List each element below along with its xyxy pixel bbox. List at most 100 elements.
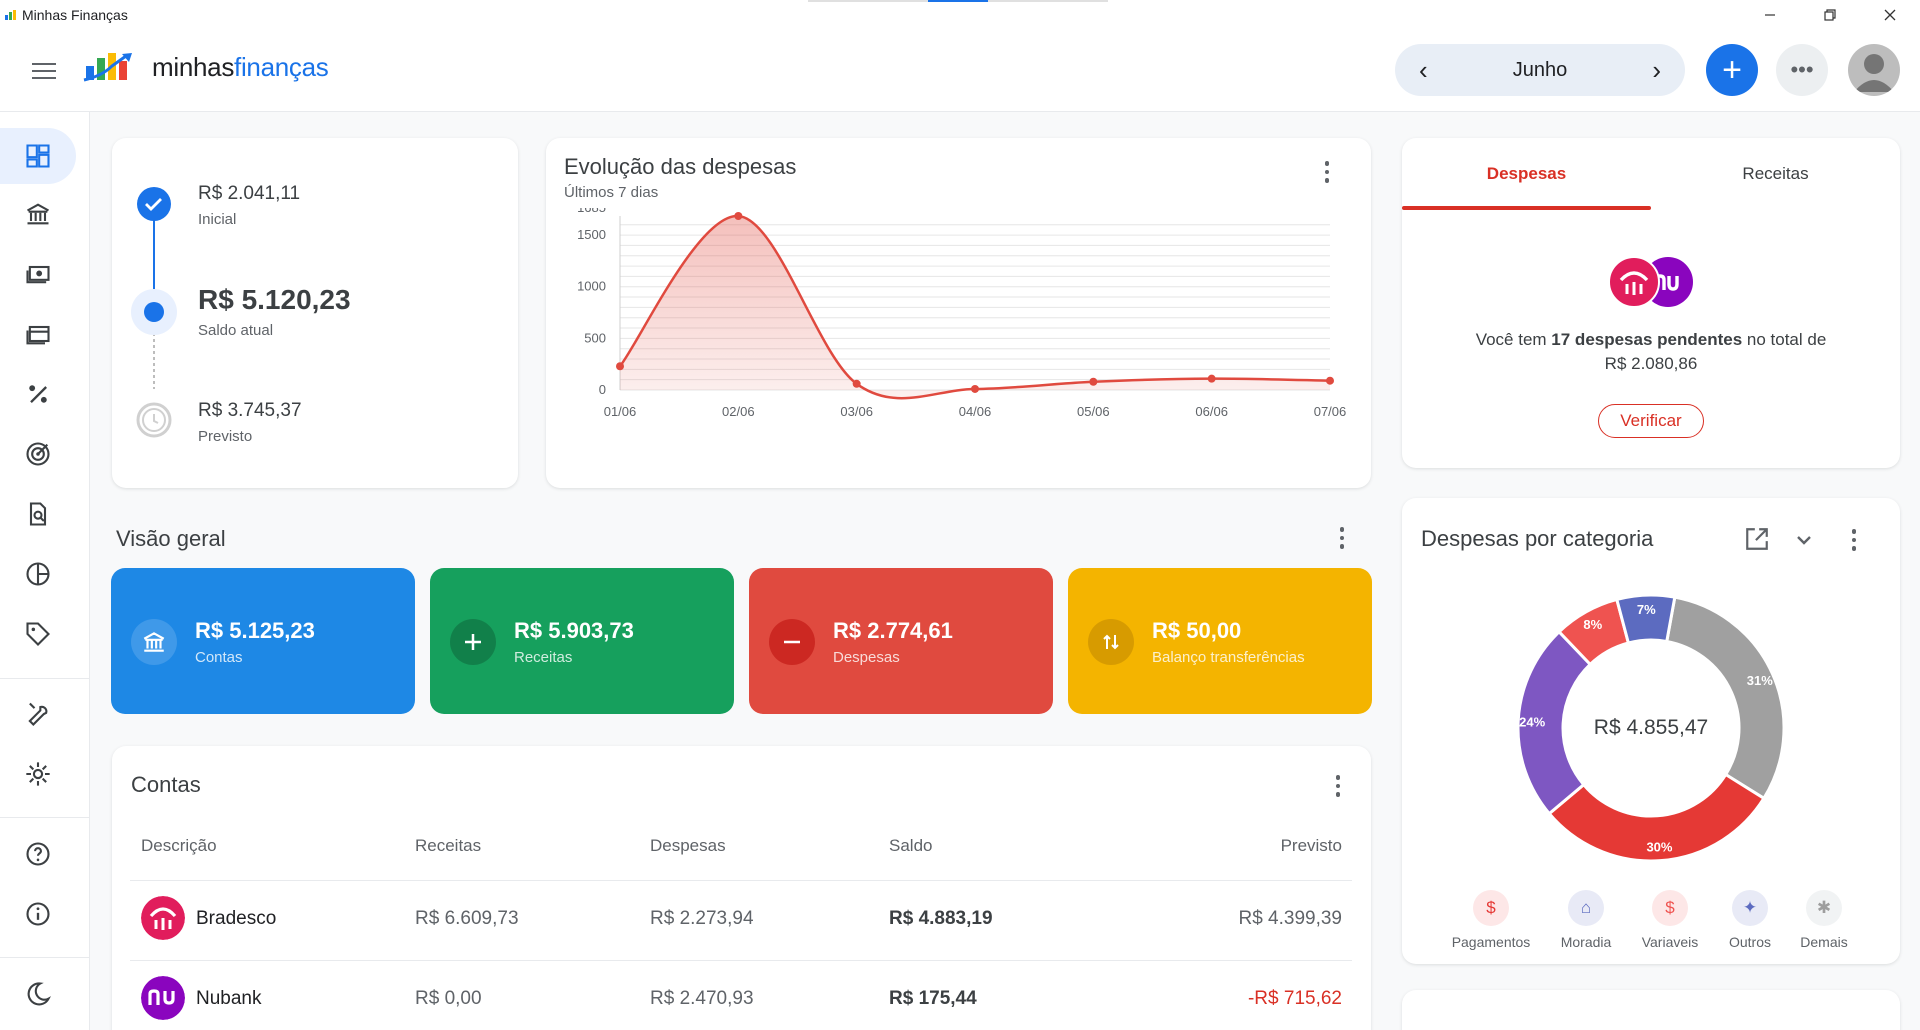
- sidebar-item-settings[interactable]: [0, 746, 76, 802]
- category-title: Despesas por categoria: [1421, 526, 1654, 551]
- data-point[interactable]: [1326, 376, 1334, 385]
- balance-summary-card: R$ 2.041,11 Inicial R$ 5.120,23 Saldo at…: [112, 138, 518, 488]
- account-income: R$ 6.609,73: [415, 908, 519, 929]
- tab-expenses[interactable]: Despesas: [1486, 164, 1567, 183]
- accounts-menu-button[interactable]: [1326, 772, 1350, 800]
- tile-accounts[interactable]: R$ 5.125,23 Contas: [111, 568, 415, 714]
- slice-label: 24%: [1519, 715, 1545, 730]
- data-point[interactable]: [1207, 374, 1216, 383]
- tile-expenses[interactable]: R$ 2.774,61 Despesas: [749, 568, 1053, 714]
- x-tick-label: 06/06: [1195, 404, 1228, 419]
- prev-month-button[interactable]: ‹: [1419, 55, 1428, 85]
- x-tick-label: 02/06: [722, 404, 755, 419]
- chart-menu-button[interactable]: [1315, 158, 1339, 186]
- sidebar-item-goals[interactable]: [0, 426, 76, 482]
- tile-accounts-label: Contas: [195, 649, 243, 666]
- bank-logos-icon: [1608, 256, 1693, 308]
- pie-chart-icon: [26, 562, 50, 586]
- legend-item-moradia[interactable]: ⌂ Moradia: [1541, 890, 1631, 950]
- sidebar-item-percentages[interactable]: [0, 366, 76, 422]
- add-button[interactable]: +: [1706, 44, 1758, 96]
- legend-item-variaveis[interactable]: $ Variaveis: [1625, 890, 1715, 950]
- x-tick-label: 07/06: [1314, 404, 1347, 419]
- menu-button[interactable]: [26, 56, 62, 86]
- minus-icon: [769, 619, 815, 665]
- overview-menu-button[interactable]: [1330, 524, 1354, 552]
- initial-balance: R$ 2.041,11 Inicial: [198, 183, 300, 228]
- verify-button[interactable]: Verificar: [1598, 404, 1704, 438]
- sidebar-item-reports[interactable]: [0, 486, 76, 542]
- current-dot-icon: [131, 289, 177, 335]
- data-point[interactable]: [1089, 377, 1098, 386]
- data-point[interactable]: [616, 362, 624, 371]
- donut-slice[interactable]: [1665, 595, 1786, 801]
- tab-income[interactable]: Receitas: [1742, 164, 1809, 183]
- col-header-description[interactable]: Descrição: [141, 836, 217, 855]
- plus-icon: +: [1722, 51, 1742, 89]
- data-point[interactable]: [852, 379, 861, 388]
- col-header-balance[interactable]: Saldo: [889, 836, 933, 855]
- sidebar-item-about[interactable]: [0, 886, 76, 942]
- more-horizontal-icon: •••: [1790, 57, 1814, 82]
- col-header-income[interactable]: Receitas: [415, 836, 482, 855]
- month-label: Junho: [1512, 58, 1568, 81]
- slice-label: 7%: [1637, 602, 1656, 617]
- current-balance-label: Saldo atual: [198, 322, 274, 339]
- y-tick-label: 1000: [577, 279, 606, 294]
- dollar-icon: $: [1473, 890, 1509, 926]
- table-divider: [130, 960, 1352, 961]
- nubank-logo-icon: [141, 976, 185, 1020]
- legend-item-outros[interactable]: ✦ Outros: [1705, 890, 1795, 950]
- theme-toggle[interactable]: [0, 966, 76, 1022]
- donut-slice[interactable]: [1547, 772, 1766, 863]
- forecast-balance: R$ 3.745,37 Previsto: [198, 400, 302, 445]
- tile-transfers[interactable]: R$ 50,00 Balanço transferências: [1068, 568, 1372, 714]
- sidebar-item-transactions[interactable]: [0, 246, 76, 302]
- col-header-expenses[interactable]: Despesas: [650, 836, 726, 855]
- account-balance: R$ 4.883,19: [889, 908, 993, 929]
- tile-income[interactable]: R$ 5.903,73 Receitas: [430, 568, 734, 714]
- sidebar-item-accounts[interactable]: [0, 186, 76, 242]
- open-external-icon[interactable]: [1744, 526, 1770, 552]
- logo-text-minhas: minhas: [152, 51, 235, 82]
- slice-label: 8%: [1583, 617, 1602, 632]
- pending-card: Despesas Receitas Você tem 17 despesas p…: [1402, 138, 1900, 468]
- tile-expenses-label: Despesas: [833, 649, 900, 666]
- legend-label: Moradia: [1560, 934, 1612, 950]
- more-options-button[interactable]: •••: [1776, 44, 1828, 96]
- sidebar-item-help[interactable]: [0, 826, 76, 882]
- sidebar-divider: [0, 957, 90, 958]
- sidebar-item-tags[interactable]: [0, 606, 76, 662]
- legend-item-demais[interactable]: ✱ Demais: [1779, 890, 1869, 950]
- restore-icon: [1824, 9, 1836, 21]
- data-point[interactable]: [971, 384, 979, 393]
- pending-total: R$ 2.080,86: [1604, 354, 1698, 373]
- next-month-button[interactable]: ›: [1652, 55, 1661, 85]
- donut-slice[interactable]: [1614, 593, 1677, 645]
- close-button[interactable]: [1860, 0, 1920, 30]
- restore-button[interactable]: [1800, 0, 1860, 30]
- target-icon: [26, 442, 50, 466]
- chevron-down-icon[interactable]: [1792, 528, 1816, 552]
- sidebar-item-tools[interactable]: [0, 686, 76, 742]
- legend-item-pagamentos[interactable]: $ Pagamentos: [1446, 890, 1536, 950]
- minimize-button[interactable]: [1740, 0, 1800, 30]
- col-header-forecast[interactable]: Previsto: [1280, 836, 1342, 855]
- app-small-logo-icon: [5, 10, 16, 20]
- asterisk-icon: ✱: [1806, 890, 1842, 926]
- tile-transfers-value: R$ 50,00: [1152, 618, 1242, 643]
- accounts-title: Contas: [131, 772, 201, 797]
- info-icon: [26, 902, 50, 926]
- initial-balance-label: Inicial: [198, 211, 237, 228]
- legend-label: Outros: [1728, 934, 1771, 950]
- sidebar-item-dashboard[interactable]: [0, 128, 76, 184]
- category-menu-button[interactable]: [1842, 526, 1866, 554]
- data-point[interactable]: [734, 212, 743, 220]
- legend-label: Pagamentos: [1451, 934, 1531, 950]
- sidebar-item-budget[interactable]: [0, 546, 76, 602]
- app-logo: minhas finanças: [82, 50, 329, 84]
- user-avatar[interactable]: [1848, 44, 1900, 96]
- logo-text-financas: finanças: [234, 51, 329, 82]
- accounts-card: Contas Descrição Receitas Despesas Saldo…: [112, 746, 1371, 1030]
- sidebar-item-cards[interactable]: [0, 306, 76, 362]
